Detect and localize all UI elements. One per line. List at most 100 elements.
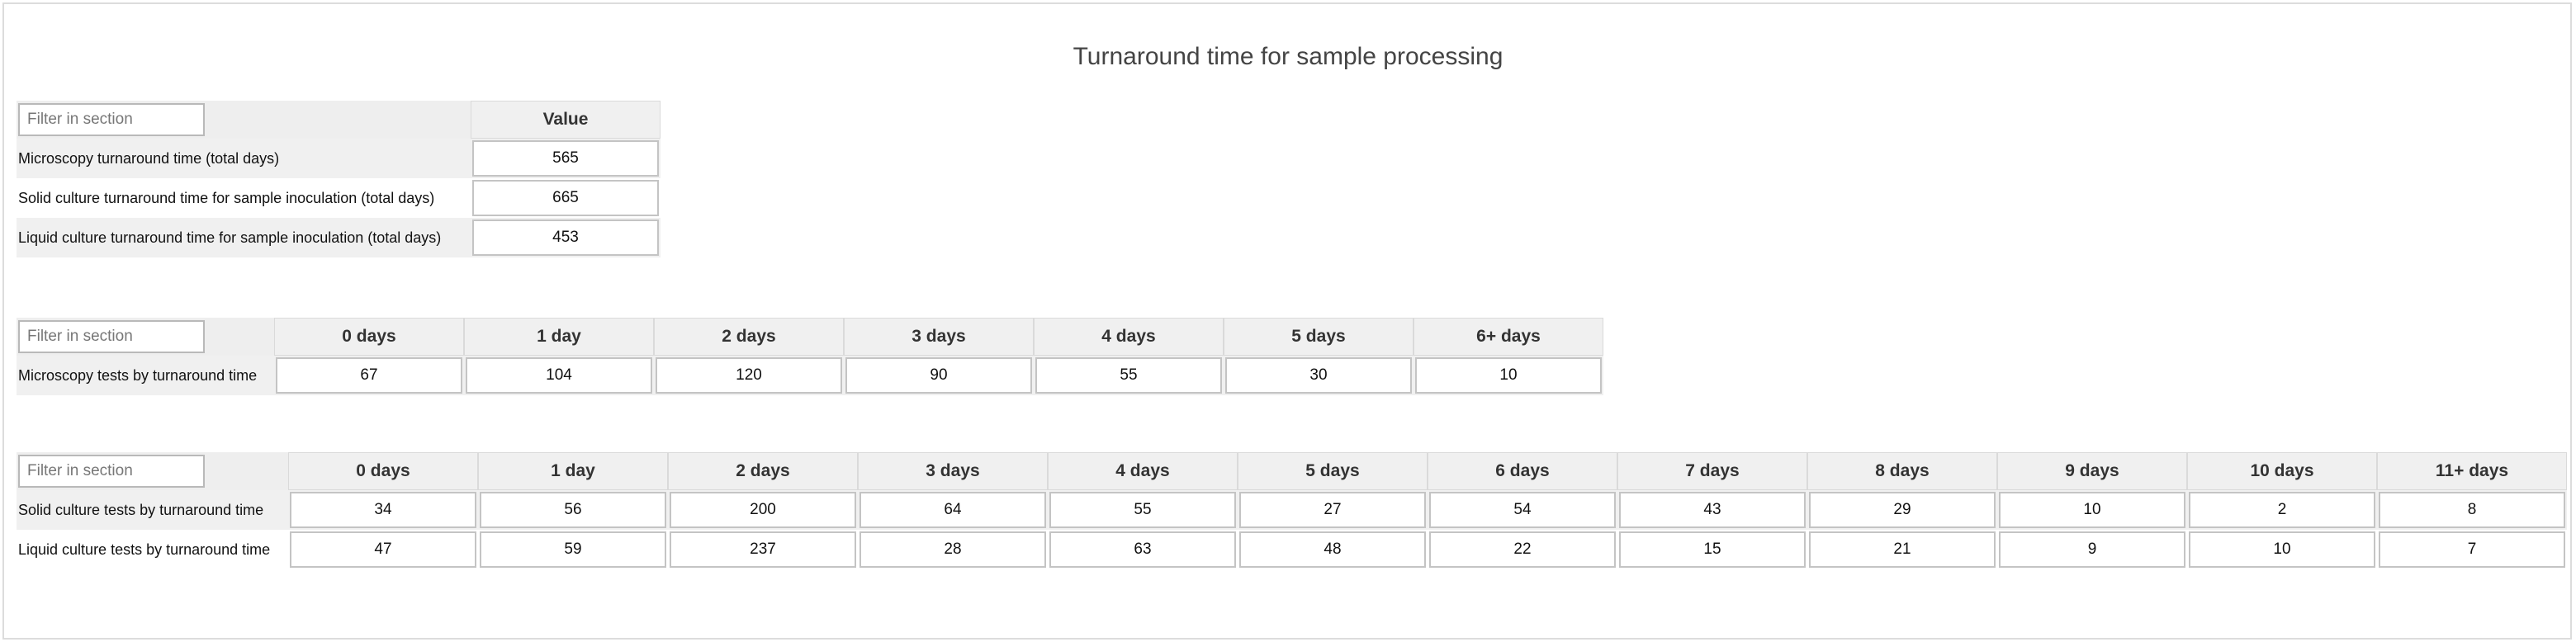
value-cell: 237	[668, 530, 858, 569]
column-header-11-days: 11+ days	[2377, 452, 2567, 490]
value-field[interactable]: 22	[1429, 531, 1616, 568]
value-field[interactable]: 67	[276, 357, 462, 394]
value-field[interactable]: 34	[290, 492, 476, 528]
value-field[interactable]: 63	[1049, 531, 1236, 568]
value-field[interactable]: 27	[1239, 492, 1426, 528]
value-field[interactable]: 453	[472, 220, 659, 256]
value-cell: 15	[1617, 530, 1807, 569]
column-header-2-days: 2 days	[668, 452, 858, 490]
value-field[interactable]: 104	[466, 357, 652, 394]
value-field[interactable]: 54	[1429, 492, 1616, 528]
value-field[interactable]: 90	[845, 357, 1032, 394]
value-cell: 90	[844, 356, 1034, 395]
value-field[interactable]: 200	[670, 492, 856, 528]
filter-input[interactable]	[18, 103, 205, 136]
value-field[interactable]: 29	[1809, 492, 1996, 528]
value-field[interactable]: 9	[1999, 531, 2185, 568]
value-field[interactable]: 10	[1415, 357, 1602, 394]
column-header-3-days: 3 days	[844, 318, 1034, 356]
value-cell: 28	[858, 530, 1048, 569]
value-field[interactable]: 2	[2189, 492, 2375, 528]
filter-input[interactable]	[18, 320, 205, 353]
column-header-4-days: 4 days	[1048, 452, 1238, 490]
filter-input[interactable]	[18, 455, 205, 488]
value-cell: 120	[654, 356, 844, 395]
value-cell: 34	[288, 490, 478, 530]
value-cell: 9	[1997, 530, 2187, 569]
column-header-6-days: 6+ days	[1413, 318, 1603, 356]
row-label: Solid culture tests by turnaround time	[17, 490, 288, 530]
value-cell: 63	[1048, 530, 1238, 569]
value-field[interactable]: 120	[656, 357, 842, 394]
value-cell: 67	[274, 356, 464, 395]
value-cell: 453	[471, 218, 661, 257]
value-cell: 29	[1807, 490, 1997, 530]
row-label: Liquid culture turnaround time for sampl…	[17, 218, 471, 257]
value-cell: 104	[464, 356, 654, 395]
value-field[interactable]: 30	[1225, 357, 1412, 394]
value-field[interactable]: 55	[1035, 357, 1222, 394]
value-cell: 2	[2187, 490, 2377, 530]
column-header-10-days: 10 days	[2187, 452, 2377, 490]
value-cell: 10	[2187, 530, 2377, 569]
column-header-2-days: 2 days	[654, 318, 844, 356]
value-cell: 55	[1048, 490, 1238, 530]
value-cell: 43	[1617, 490, 1807, 530]
value-field[interactable]: 8	[2379, 492, 2565, 528]
row-label: Liquid culture tests by turnaround time	[18, 541, 271, 558]
value-field[interactable]: 7	[2379, 531, 2565, 568]
column-header-5-days: 5 days	[1238, 452, 1428, 490]
value-field[interactable]: 59	[480, 531, 666, 568]
value-field[interactable]: 47	[290, 531, 476, 568]
column-header-0-days: 0 days	[274, 318, 464, 356]
value-cell: 22	[1428, 530, 1617, 569]
value-field[interactable]: 237	[670, 531, 856, 568]
value-cell: 30	[1224, 356, 1413, 395]
row-label: Solid culture turnaround time for sample…	[18, 189, 435, 206]
value-field[interactable]: 55	[1049, 492, 1236, 528]
column-header-5-days: 5 days	[1224, 318, 1413, 356]
value-cell: 47	[288, 530, 478, 569]
column-header-value: Value	[471, 101, 661, 139]
value-cell: 54	[1428, 490, 1617, 530]
value-field[interactable]: 565	[472, 140, 659, 177]
column-header-1-day: 1 day	[478, 452, 668, 490]
value-cell: 56	[478, 490, 668, 530]
value-field[interactable]: 64	[859, 492, 1046, 528]
column-header-4-days: 4 days	[1034, 318, 1224, 356]
value-field[interactable]: 43	[1619, 492, 1806, 528]
value-field[interactable]: 10	[2189, 531, 2375, 568]
page-title: Turnaround time for sample processing	[1073, 43, 1503, 70]
value-cell: 200	[668, 490, 858, 530]
value-cell: 21	[1807, 530, 1997, 569]
value-cell: 55	[1034, 356, 1224, 395]
row-label: Microscopy tests by turnaround time	[17, 356, 274, 395]
value-cell: 565	[471, 139, 661, 178]
value-cell: 27	[1238, 490, 1428, 530]
value-cell: 8	[2377, 490, 2567, 530]
value-field[interactable]: 56	[480, 492, 666, 528]
value-cell: 59	[478, 530, 668, 569]
column-header-3-days: 3 days	[858, 452, 1048, 490]
column-header-7-days: 7 days	[1617, 452, 1807, 490]
value-field[interactable]: 10	[1999, 492, 2185, 528]
value-cell: 7	[2377, 530, 2567, 569]
column-header-8-days: 8 days	[1807, 452, 1997, 490]
column-header-1-day: 1 day	[464, 318, 654, 356]
value-cell: 10	[1997, 490, 2187, 530]
filter-cell	[17, 101, 471, 139]
column-header-0-days: 0 days	[288, 452, 478, 490]
value-field[interactable]: 665	[472, 180, 659, 216]
value-field[interactable]: 48	[1239, 531, 1426, 568]
column-header-9-days: 9 days	[1997, 452, 2187, 490]
column-header-6-days: 6 days	[1428, 452, 1617, 490]
value-field[interactable]: 15	[1619, 531, 1806, 568]
filter-cell	[17, 452, 288, 490]
value-cell: 64	[858, 490, 1048, 530]
value-field[interactable]: 21	[1809, 531, 1996, 568]
value-field[interactable]: 28	[859, 531, 1046, 568]
row-label: Microscopy turnaround time (total days)	[17, 139, 471, 178]
